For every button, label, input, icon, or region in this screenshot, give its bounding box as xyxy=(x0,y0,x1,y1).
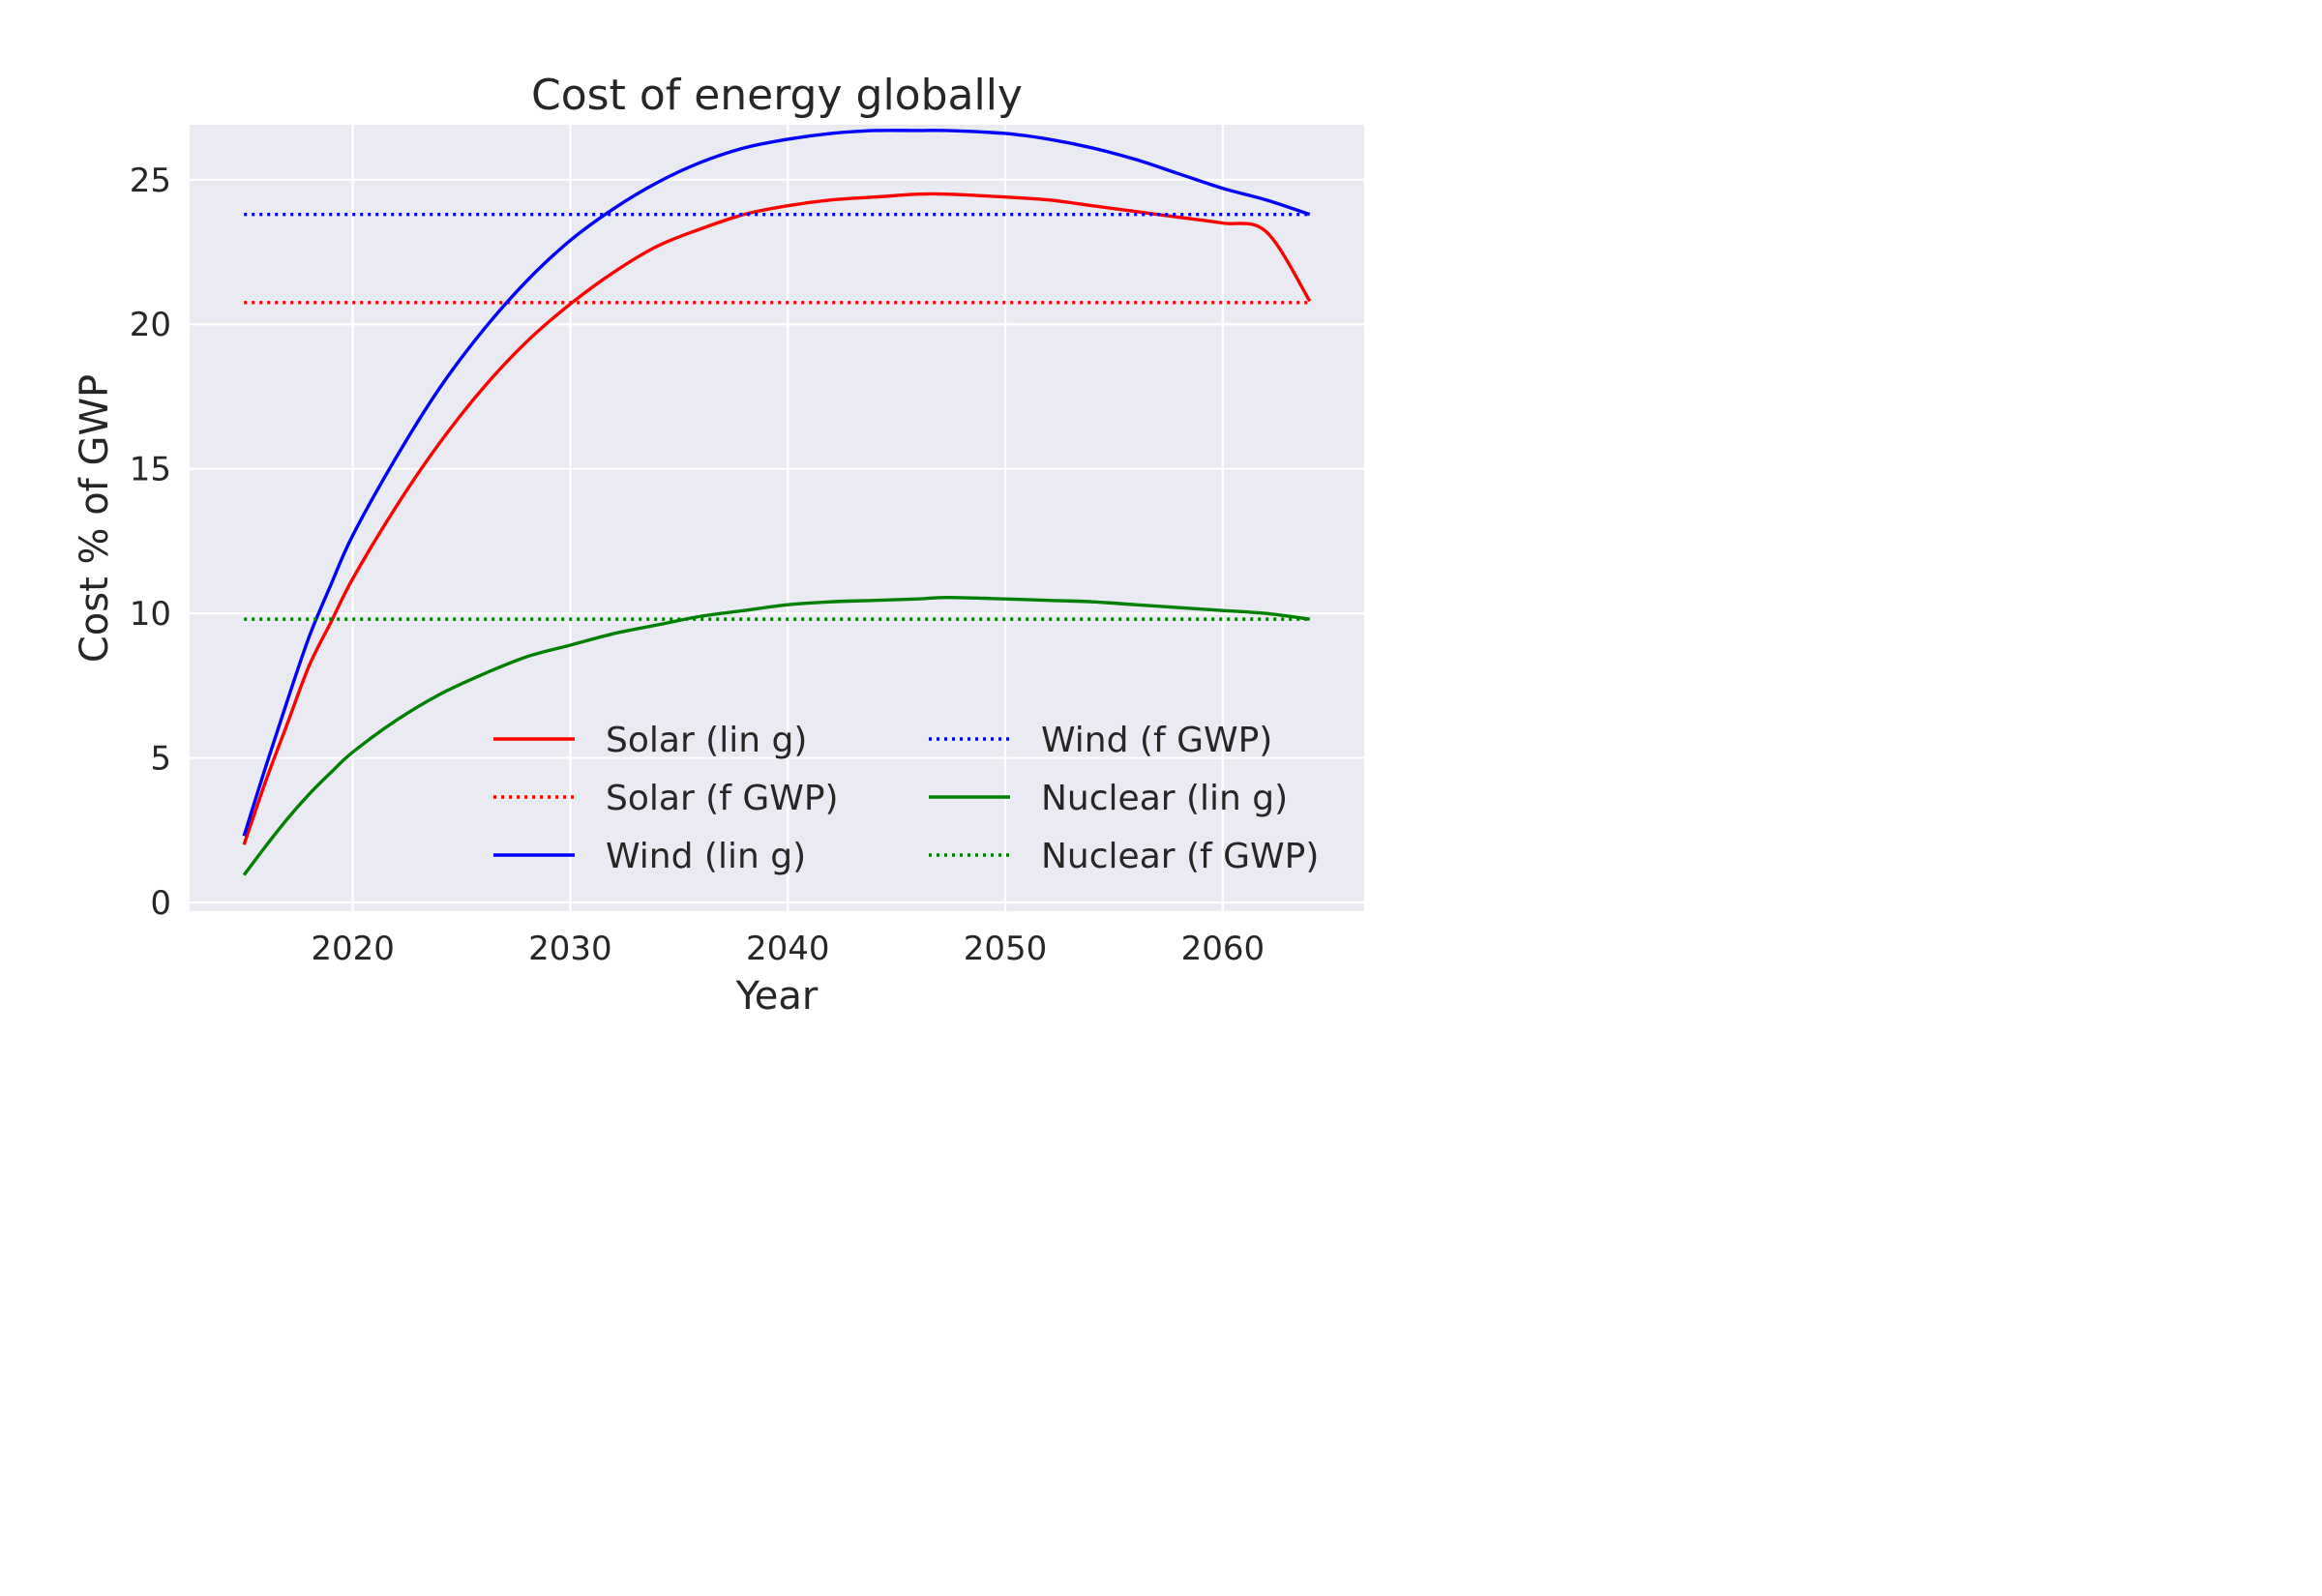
x-tick-label: 2060 xyxy=(1181,930,1265,968)
legend-label: Solar (lin g) xyxy=(606,721,807,760)
legend-label: Wind (f GWP) xyxy=(1041,721,1272,760)
x-tick-label: 2020 xyxy=(311,930,395,968)
y-tick-label: 5 xyxy=(150,740,171,779)
x-tick-label: 2050 xyxy=(964,930,1048,968)
y-tick-label: 25 xyxy=(130,162,171,200)
legend: Solar (lin g) Solar (f GWP) Wind (lin g) Wi… xyxy=(493,721,1319,876)
x-tick-label: 2030 xyxy=(528,930,612,968)
series-solar-lin-g xyxy=(242,192,1312,845)
y-tick-label: 20 xyxy=(130,306,171,344)
series-wind-lin-g xyxy=(242,129,1311,837)
x-tick-labels: 2020 2030 2040 2050 2060 xyxy=(311,930,1265,968)
y-tick-labels: 0 5 10 15 20 25 xyxy=(130,162,171,923)
y-axis-label: Cost % of GWP xyxy=(73,374,117,663)
x-axis-label: Year xyxy=(735,974,819,1019)
chart-title: Cost of energy globally xyxy=(531,71,1023,120)
legend-label: Nuclear (f GWP) xyxy=(1041,837,1319,876)
grid xyxy=(190,125,1364,911)
y-tick-label: 0 xyxy=(150,884,171,923)
x-tick-label: 2040 xyxy=(746,930,830,968)
legend-label: Wind (lin g) xyxy=(606,837,806,876)
series-layer xyxy=(242,129,1312,876)
y-tick-label: 15 xyxy=(130,451,171,489)
legend-label: Solar (f GWP) xyxy=(606,779,839,818)
legend-label: Nuclear (lin g) xyxy=(1041,779,1288,818)
y-tick-label: 10 xyxy=(130,595,171,634)
plot-background xyxy=(190,125,1364,911)
series-nuclear-lin-g xyxy=(242,595,1311,876)
chart: Solar (lin g) Solar (f GWP) Wind (lin g) Wi… xyxy=(73,71,1364,1019)
